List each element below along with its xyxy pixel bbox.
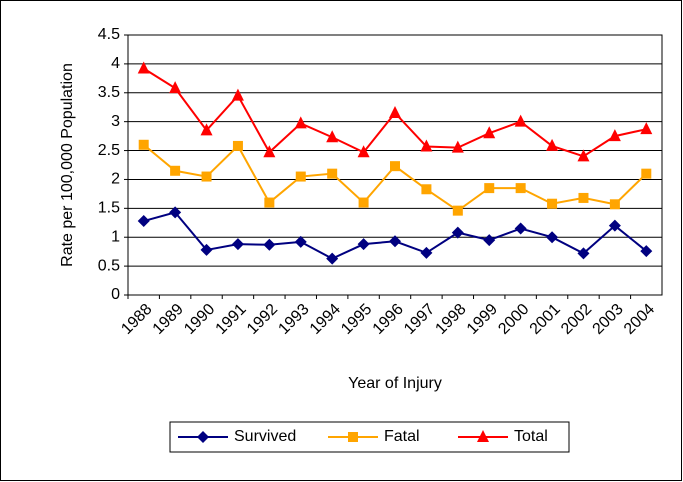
marker [421,184,432,195]
legend-marker [197,431,209,443]
marker [263,238,276,251]
y-tick-label: 4.5 [98,26,120,43]
marker [514,114,527,127]
y-tick-label: 4 [111,55,120,72]
y-tick-label: 2 [111,171,120,188]
y-tick-label: 3 [111,113,120,130]
marker [515,183,526,194]
marker [201,171,212,182]
marker [609,199,620,210]
marker [546,231,559,244]
marker [577,247,590,260]
marker [200,123,213,136]
marker [327,168,338,179]
marker [263,145,276,158]
marker [169,81,182,94]
marker [231,88,244,101]
marker [294,116,307,129]
marker [546,138,559,151]
y-tick-label: 1.5 [98,200,120,217]
legend-label: Total [514,428,548,445]
marker [577,149,590,162]
marker [357,238,370,251]
marker [170,165,181,176]
marker [451,226,464,239]
marker [294,235,307,248]
legend-label: Survived [234,428,296,445]
y-tick-label: 0 [111,286,120,303]
marker [608,219,621,232]
marker [420,246,433,259]
y-tick-label: 1 [111,228,120,245]
marker [641,168,652,179]
marker [389,235,401,248]
marker [231,238,244,251]
marker [452,205,463,216]
marker [137,61,150,74]
y-tick-label: 2.5 [98,142,120,159]
marker [640,245,653,258]
marker [232,140,243,151]
marker [547,198,558,209]
marker [138,139,149,150]
y-tick-label: 3.5 [98,84,120,101]
marker [484,183,495,194]
marker [357,145,370,158]
y-tick-label: 0.5 [98,257,120,274]
marker [264,197,275,208]
marker [514,222,527,235]
marker [483,234,496,247]
marker [169,206,182,219]
marker [390,161,400,172]
marker [640,122,653,135]
marker [578,192,589,203]
legend-marker [477,430,489,442]
marker [326,130,339,143]
legend-label: Fatal [384,428,420,445]
marker [451,140,464,153]
x-axis-title: Year of Injury [348,375,442,392]
marker [483,126,496,139]
marker [358,197,369,208]
marker [420,139,433,152]
marker [326,252,339,265]
marker [389,106,401,118]
y-axis-title: Rate per 100,000 Population [59,63,76,267]
legend-marker [348,432,358,442]
marker [608,129,621,142]
marker [295,171,306,182]
marker [137,215,150,228]
marker [200,243,213,256]
